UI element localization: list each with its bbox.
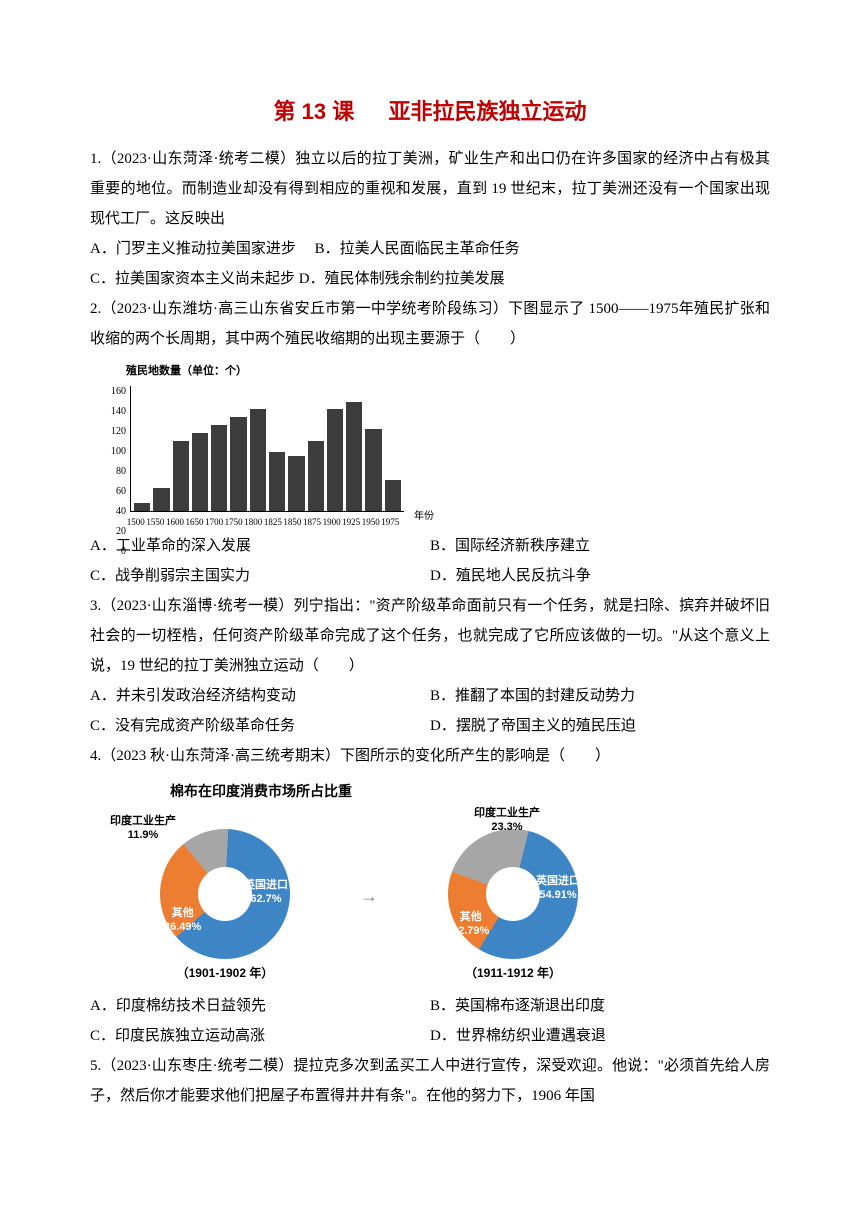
q2-options-row2: C．战争削弱宗主国实力 D．殖民地人民反抗斗争 [90,561,770,591]
bar-chart-yaxis: 160140120100806040200 [104,382,126,512]
donut-left-label-grey: 印度工业生产11.9% [110,815,176,843]
q4-opt-b: B．英国棉布逐渐退出印度 [430,991,770,1021]
q4-opt-a: A．印度棉纺技术日益领先 [90,991,430,1021]
donut-left-label-orange: 其他26.49% [164,907,201,935]
donut-right-label-orange: 其他22.79% [452,911,489,939]
donut-right: 印度工业生产23.3% 其他22.79% 英国进口54.91% （1911-19… [408,811,618,981]
donut-left-subtitle: （1901-1902 年） [120,961,330,985]
q3-options-row1: A．并未引发政治经济结构变动 B．推翻了本国的封建反动势力 [90,681,770,711]
bar-chart-xaxis: 1500155016001650170017501800182518501875… [130,513,404,527]
donut-right-label-grey: 印度工业生产23.3% [474,807,540,835]
q4-opt-d: D．世界棉纺织业遭遇衰退 [430,1021,770,1051]
q1-opt-d: D．殖民体制残余制约拉美发展 [299,271,505,287]
q2-opt-b: B．国际经济新秩序建立 [430,531,770,561]
page-title: 第 13 课 亚非拉民族独立运动 [90,90,770,134]
q3-stem: 3.（2023·山东淄博·统考一模）列宁指出："资产阶级革命面前只有一个任务，就… [90,591,770,681]
q4-opt-c: C．印度民族独立运动高涨 [90,1021,430,1051]
q1-opt-b: B．拉美人民面临民主革命任务 [315,241,520,257]
arrow-icon: → [360,878,378,914]
q3-opt-c: C．没有完成资产阶级革命任务 [90,711,430,741]
donut-charts-figure: 棉布在印度消费市场所占比重 印度工业生产11.9% 其他26.49% 英国进口6… [90,777,770,981]
donut-right-label-blue: 英国进口54.91% [536,875,580,903]
lesson-number: 第 13 课 [274,99,355,124]
q5-stem: 5.（2023·山东枣庄·统考二模）提拉克多次到孟买工人中进行宣传，深受欢迎。他… [90,1051,770,1111]
donut-title: 棉布在印度消费市场所占比重 [90,777,770,805]
bar-chart-xlabel: 年份 [414,507,434,527]
bar-chart-plot: 160140120100806040200 150015501600165017… [104,382,404,527]
q2-opt-d: D．殖民地人民反抗斗争 [430,561,770,591]
q2-opt-c: C．战争削弱宗主国实力 [90,561,430,591]
donut-left-label-blue: 英国进口62.7% [244,879,288,907]
bar-chart-ylabel: 殖民地数量（单位：个） [98,360,410,382]
q1-options-row1: A．门罗主义推动拉美国家进步 B．拉美人民面临民主革命任务 [90,234,770,264]
q4-options-row2: C．印度民族独立运动高涨 D．世界棉纺织业遭遇衰退 [90,1021,770,1051]
q1-stem: 1.（2023·山东菏泽·统考二模）独立以后的拉丁美洲，矿业生产和出口仍在许多国… [90,144,770,234]
q2-options-row1: A．工业革命的深入发展 B．国际经济新秩序建立 [90,531,770,561]
q4-options-row1: A．印度棉纺技术日益领先 B．英国棉布逐渐退出印度 [90,991,770,1021]
q1-opt-c: C．拉美国家资本主义尚未起步 [90,271,295,287]
q3-options-row2: C．没有完成资产阶级革命任务 D．摆脱了帝国主义的殖民压迫 [90,711,770,741]
q2-opt-a: A．工业革命的深入发展 [90,531,430,561]
q1-opt-a: A．门罗主义推动拉美国家进步 [90,241,296,257]
bar-chart-figure: 殖民地数量（单位：个） 160140120100806040200 150015… [90,360,770,527]
q3-opt-b: B．推翻了本国的封建反动势力 [430,681,770,711]
q1-options-row2: C．拉美国家资本主义尚未起步 D．殖民体制残余制约拉美发展 [90,264,770,294]
donut-right-subtitle: （1911-1912 年） [408,961,618,985]
q2-stem: 2.（2023·山东潍坊·高三山东省安丘市第一中学统考阶段练习）下图显示了 15… [90,294,770,354]
lesson-name: 亚非拉民族独立运动 [388,99,586,124]
q4-stem: 4.（2023 秋·山东菏泽·高三统考期末）下图所示的变化所产生的影响是（ ） [90,741,770,771]
donut-left: 印度工业生产11.9% 其他26.49% 英国进口62.7% （1901-190… [120,811,330,981]
bar-chart-bars [130,386,404,512]
q3-opt-a: A．并未引发政治经济结构变动 [90,681,430,711]
q3-opt-d: D．摆脱了帝国主义的殖民压迫 [430,711,770,741]
